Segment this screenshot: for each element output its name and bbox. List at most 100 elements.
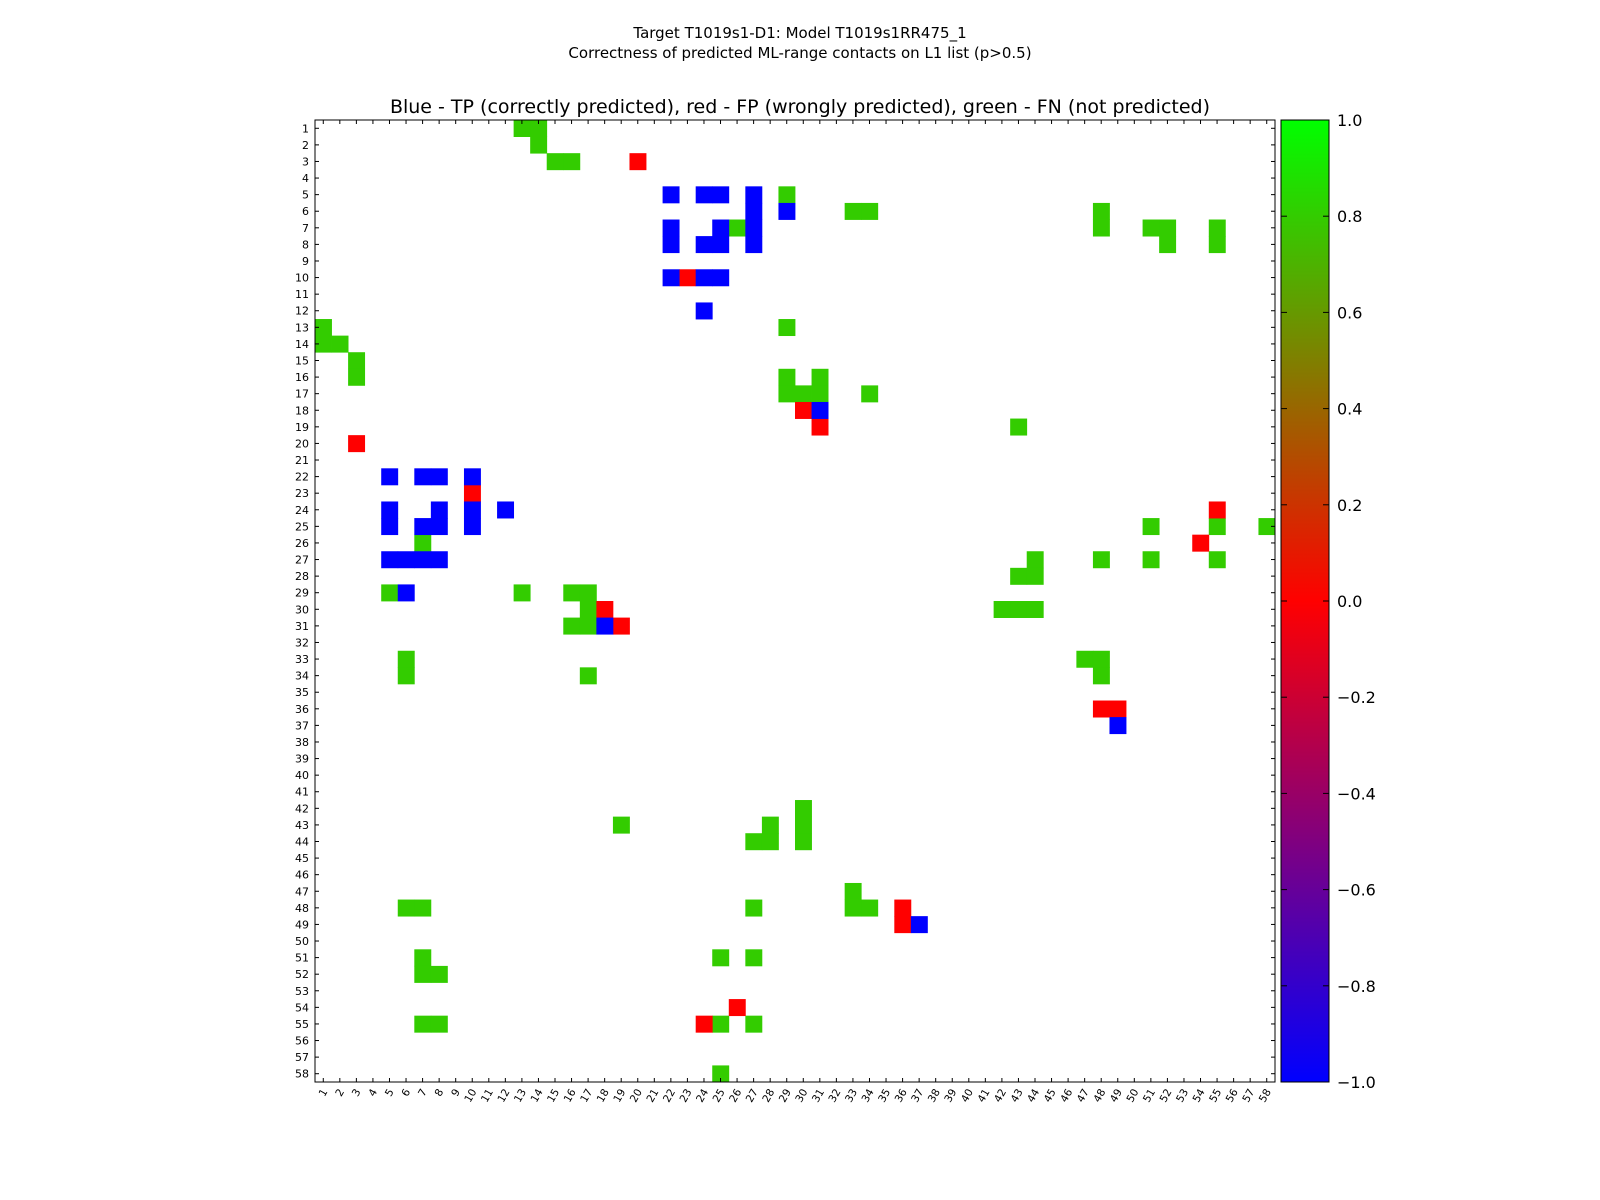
contact-cell-fp <box>1092 700 1110 718</box>
y-tick-label: 9 <box>302 255 309 268</box>
contact-cell-fp <box>695 1015 713 1033</box>
contact-cell-fn <box>761 816 779 834</box>
x-tick-label: 7 <box>416 1087 430 1099</box>
contact-cell-fn <box>811 368 829 386</box>
contact-cell-fn <box>1026 551 1044 569</box>
contact-cell-fn <box>348 352 366 370</box>
contact-cell-tp <box>430 551 448 569</box>
x-tick-label: 18 <box>595 1087 612 1105</box>
colorbar-tick-label: 1.0 <box>1337 111 1362 130</box>
ticks-layer: 1122334455667788991010111112121313141415… <box>295 120 1275 1105</box>
contact-cell-fn <box>563 617 581 635</box>
contact-cell-fn <box>795 833 812 851</box>
contact-cell-fn <box>993 601 1011 618</box>
contact-cell-fn <box>1159 219 1177 237</box>
contact-cell-tp <box>463 468 481 486</box>
x-tick-label: 3 <box>350 1087 364 1099</box>
y-tick-label: 3 <box>302 155 309 168</box>
contact-cell-fn <box>430 1015 448 1033</box>
y-tick-label: 42 <box>295 802 309 815</box>
contact-cell-fn <box>414 899 432 917</box>
contact-cell-fn <box>844 899 862 917</box>
contact-cell-fn <box>315 335 332 353</box>
x-tick-label: 53 <box>1174 1087 1191 1105</box>
x-tick-label: 24 <box>694 1087 711 1105</box>
contact-cell-tp <box>695 302 713 320</box>
y-tick-label: 58 <box>295 1068 309 1081</box>
contact-cell-tp <box>430 468 448 486</box>
x-tick-label: 17 <box>578 1087 595 1105</box>
contact-cell-fn <box>745 949 763 967</box>
contact-cell-fn <box>1010 601 1028 618</box>
contact-cell-fp <box>629 153 647 171</box>
x-tick-label: 15 <box>545 1087 562 1105</box>
x-tick-label: 30 <box>793 1087 810 1105</box>
contact-cell-fn <box>579 667 597 685</box>
contact-cell-tp <box>662 219 680 237</box>
y-tick-label: 21 <box>295 454 309 467</box>
x-tick-label: 29 <box>777 1087 794 1105</box>
y-tick-label: 7 <box>302 222 309 235</box>
contact-cell-fn <box>414 949 432 967</box>
contact-cell-tp <box>695 186 713 204</box>
contact-cell-fn <box>861 202 879 220</box>
x-tick-label: 54 <box>1191 1087 1208 1105</box>
x-tick-label: 27 <box>744 1087 761 1105</box>
x-tick-label: 48 <box>1091 1087 1108 1105</box>
contact-cell-tp <box>596 617 614 635</box>
colorbar-tick-label: −0.8 <box>1337 977 1376 996</box>
contact-cell-fn <box>1076 650 1094 668</box>
y-tick-label: 36 <box>295 703 309 716</box>
contact-cell-fn <box>795 385 812 403</box>
contact-cell-fp <box>795 401 812 419</box>
contact-cell-fp <box>612 617 630 635</box>
contact-cell-fn <box>1092 667 1110 685</box>
contact-cell-fn <box>381 584 399 602</box>
contact-cell-fp <box>1109 700 1127 718</box>
y-tick-label: 55 <box>295 1018 309 1031</box>
y-tick-label: 29 <box>295 587 309 600</box>
y-tick-label: 35 <box>295 686 309 699</box>
x-tick-label: 44 <box>1025 1087 1042 1105</box>
contact-cell-tp <box>381 501 399 519</box>
contact-cell-fn <box>612 816 630 834</box>
y-tick-label: 8 <box>302 238 309 251</box>
contact-cell-fn <box>712 1065 730 1083</box>
y-tick-label: 47 <box>295 885 309 898</box>
contact-cell-fn <box>1208 236 1226 254</box>
y-tick-label: 11 <box>295 288 309 301</box>
x-tick-label: 40 <box>959 1087 976 1105</box>
contact-cell-tp <box>695 236 713 254</box>
contact-cell-fp <box>1208 501 1226 519</box>
contact-cell-fn <box>579 584 597 602</box>
x-tick-label: 57 <box>1240 1087 1257 1105</box>
contact-cell-fn <box>546 153 564 171</box>
contact-cell-tp <box>910 916 928 934</box>
colorbar-tick-label: −1.0 <box>1337 1073 1376 1092</box>
contact-cell-tp <box>745 186 763 204</box>
x-tick-label: 12 <box>495 1087 512 1105</box>
contact-cell-tp <box>463 501 481 519</box>
x-tick-label: 35 <box>876 1087 893 1105</box>
y-tick-label: 31 <box>295 620 309 633</box>
contact-cell-tp <box>695 269 713 287</box>
x-tick-label: 34 <box>860 1087 877 1105</box>
x-tick-label: 58 <box>1257 1087 1274 1105</box>
x-tick-label: 14 <box>529 1087 546 1105</box>
figure-suptitle-line1: Target T1019s1-D1: Model T1019s1RR475_1 <box>632 24 966 43</box>
x-tick-label: 49 <box>1108 1087 1125 1105</box>
contact-cell-fn <box>430 965 448 983</box>
contact-cell-fp <box>811 418 829 436</box>
contact-cell-fn <box>844 202 862 220</box>
x-tick-label: 55 <box>1207 1087 1224 1105</box>
y-tick-label: 53 <box>295 985 309 998</box>
y-tick-label: 51 <box>295 952 309 965</box>
contact-cell-tp <box>414 551 432 569</box>
y-tick-label: 12 <box>295 305 309 318</box>
contact-cell-fn <box>811 385 829 403</box>
contact-cell-tp <box>414 468 432 486</box>
x-tick-label: 19 <box>611 1087 628 1105</box>
y-tick-label: 28 <box>295 570 309 583</box>
contact-cell-fn <box>414 1015 432 1033</box>
